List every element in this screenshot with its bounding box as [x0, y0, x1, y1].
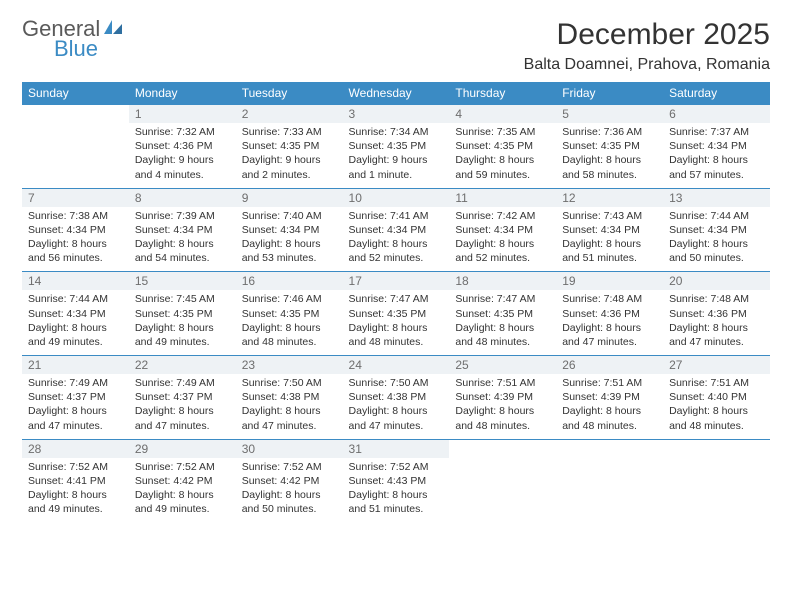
day-detail-cell: Sunrise: 7:52 AM Sunset: 4:41 PM Dayligh… [22, 458, 129, 523]
day-detail-cell: Sunrise: 7:39 AM Sunset: 4:34 PM Dayligh… [129, 207, 236, 272]
day-detail-cell: Sunrise: 7:48 AM Sunset: 4:36 PM Dayligh… [556, 290, 663, 355]
day-number-cell: 17 [343, 272, 450, 291]
weekday-header: Tuesday [236, 82, 343, 105]
day-detail-cell [449, 458, 556, 523]
calendar-table: Sunday Monday Tuesday Wednesday Thursday… [22, 82, 770, 522]
location: Balta Doamnei, Prahova, Romania [524, 56, 770, 74]
day-number-cell: 9 [236, 188, 343, 207]
day-detail-cell: Sunrise: 7:34 AM Sunset: 4:35 PM Dayligh… [343, 123, 450, 188]
day-number-cell: 13 [663, 188, 770, 207]
day-detail-cell: Sunrise: 7:44 AM Sunset: 4:34 PM Dayligh… [22, 290, 129, 355]
day-detail-cell: Sunrise: 7:47 AM Sunset: 4:35 PM Dayligh… [343, 290, 450, 355]
day-number-cell: 22 [129, 356, 236, 375]
day-number-cell: 21 [22, 356, 129, 375]
day-detail-cell: Sunrise: 7:33 AM Sunset: 4:35 PM Dayligh… [236, 123, 343, 188]
day-number-row: 14151617181920 [22, 272, 770, 291]
weekday-header: Sunday [22, 82, 129, 105]
weekday-header: Friday [556, 82, 663, 105]
day-detail-cell: Sunrise: 7:38 AM Sunset: 4:34 PM Dayligh… [22, 207, 129, 272]
day-number-cell: 29 [129, 439, 236, 458]
day-detail-cell: Sunrise: 7:52 AM Sunset: 4:42 PM Dayligh… [129, 458, 236, 523]
weekday-header: Wednesday [343, 82, 450, 105]
day-detail-cell: Sunrise: 7:41 AM Sunset: 4:34 PM Dayligh… [343, 207, 450, 272]
weekday-header: Saturday [663, 82, 770, 105]
weekday-header-row: Sunday Monday Tuesday Wednesday Thursday… [22, 82, 770, 105]
day-number-cell: 5 [556, 105, 663, 124]
day-number-cell: 14 [22, 272, 129, 291]
day-number-cell [556, 439, 663, 458]
day-detail-cell: Sunrise: 7:49 AM Sunset: 4:37 PM Dayligh… [22, 374, 129, 439]
month-title: December 2025 [524, 18, 770, 52]
day-detail-cell: Sunrise: 7:42 AM Sunset: 4:34 PM Dayligh… [449, 207, 556, 272]
calendar-body: 123456Sunrise: 7:32 AM Sunset: 4:36 PM D… [22, 105, 770, 523]
day-number-cell: 8 [129, 188, 236, 207]
day-number-cell: 16 [236, 272, 343, 291]
day-detail-cell: Sunrise: 7:35 AM Sunset: 4:35 PM Dayligh… [449, 123, 556, 188]
day-detail-cell: Sunrise: 7:46 AM Sunset: 4:35 PM Dayligh… [236, 290, 343, 355]
weekday-header: Monday [129, 82, 236, 105]
day-detail-cell: Sunrise: 7:43 AM Sunset: 4:34 PM Dayligh… [556, 207, 663, 272]
day-number-cell: 12 [556, 188, 663, 207]
logo-text-blue: Blue [54, 38, 124, 60]
day-detail-cell [663, 458, 770, 523]
day-number-cell: 19 [556, 272, 663, 291]
day-number-cell: 3 [343, 105, 450, 124]
day-number-cell: 30 [236, 439, 343, 458]
day-number-cell [22, 105, 129, 124]
day-number-cell: 10 [343, 188, 450, 207]
day-number-row: 21222324252627 [22, 356, 770, 375]
day-detail-cell: Sunrise: 7:52 AM Sunset: 4:43 PM Dayligh… [343, 458, 450, 523]
day-detail-cell: Sunrise: 7:37 AM Sunset: 4:34 PM Dayligh… [663, 123, 770, 188]
day-detail-cell: Sunrise: 7:32 AM Sunset: 4:36 PM Dayligh… [129, 123, 236, 188]
logo: General Blue [22, 18, 124, 60]
logo-sail-icon [102, 18, 124, 40]
title-block: December 2025 Balta Doamnei, Prahova, Ro… [524, 18, 770, 74]
day-detail-cell [556, 458, 663, 523]
day-detail-row: Sunrise: 7:38 AM Sunset: 4:34 PM Dayligh… [22, 207, 770, 272]
day-detail-cell: Sunrise: 7:36 AM Sunset: 4:35 PM Dayligh… [556, 123, 663, 188]
day-number-cell: 6 [663, 105, 770, 124]
day-detail-cell: Sunrise: 7:51 AM Sunset: 4:39 PM Dayligh… [556, 374, 663, 439]
day-number-row: 28293031 [22, 439, 770, 458]
day-detail-cell: Sunrise: 7:45 AM Sunset: 4:35 PM Dayligh… [129, 290, 236, 355]
day-detail-row: Sunrise: 7:32 AM Sunset: 4:36 PM Dayligh… [22, 123, 770, 188]
day-number-cell: 20 [663, 272, 770, 291]
day-detail-cell: Sunrise: 7:40 AM Sunset: 4:34 PM Dayligh… [236, 207, 343, 272]
day-number-cell: 1 [129, 105, 236, 124]
day-detail-cell: Sunrise: 7:51 AM Sunset: 4:40 PM Dayligh… [663, 374, 770, 439]
day-detail-cell: Sunrise: 7:49 AM Sunset: 4:37 PM Dayligh… [129, 374, 236, 439]
day-number-cell [663, 439, 770, 458]
day-number-row: 78910111213 [22, 188, 770, 207]
day-number-cell: 27 [663, 356, 770, 375]
day-number-cell: 24 [343, 356, 450, 375]
day-detail-cell: Sunrise: 7:47 AM Sunset: 4:35 PM Dayligh… [449, 290, 556, 355]
day-number-cell: 23 [236, 356, 343, 375]
day-number-cell: 2 [236, 105, 343, 124]
day-number-cell: 11 [449, 188, 556, 207]
day-number-row: 123456 [22, 105, 770, 124]
day-detail-cell [22, 123, 129, 188]
day-detail-cell: Sunrise: 7:44 AM Sunset: 4:34 PM Dayligh… [663, 207, 770, 272]
day-number-cell: 7 [22, 188, 129, 207]
day-detail-cell: Sunrise: 7:52 AM Sunset: 4:42 PM Dayligh… [236, 458, 343, 523]
day-detail-row: Sunrise: 7:52 AM Sunset: 4:41 PM Dayligh… [22, 458, 770, 523]
day-detail-cell: Sunrise: 7:48 AM Sunset: 4:36 PM Dayligh… [663, 290, 770, 355]
day-detail-row: Sunrise: 7:49 AM Sunset: 4:37 PM Dayligh… [22, 374, 770, 439]
day-number-cell: 15 [129, 272, 236, 291]
day-detail-cell: Sunrise: 7:50 AM Sunset: 4:38 PM Dayligh… [343, 374, 450, 439]
day-detail-cell: Sunrise: 7:51 AM Sunset: 4:39 PM Dayligh… [449, 374, 556, 439]
day-detail-row: Sunrise: 7:44 AM Sunset: 4:34 PM Dayligh… [22, 290, 770, 355]
day-detail-cell: Sunrise: 7:50 AM Sunset: 4:38 PM Dayligh… [236, 374, 343, 439]
day-number-cell: 18 [449, 272, 556, 291]
header: General Blue December 2025 Balta Doamnei… [22, 18, 770, 74]
day-number-cell: 31 [343, 439, 450, 458]
day-number-cell [449, 439, 556, 458]
day-number-cell: 25 [449, 356, 556, 375]
day-number-cell: 4 [449, 105, 556, 124]
day-number-cell: 26 [556, 356, 663, 375]
day-number-cell: 28 [22, 439, 129, 458]
weekday-header: Thursday [449, 82, 556, 105]
